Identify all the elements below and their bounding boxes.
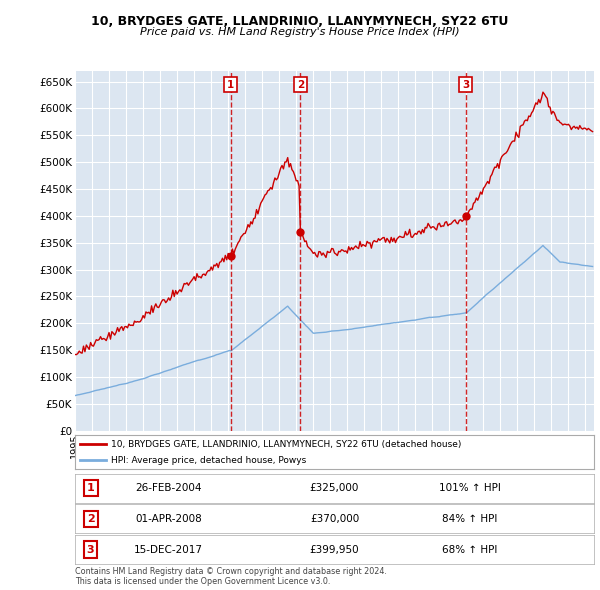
- Text: 10, BRYDGES GATE, LLANDRINIO, LLANYMYNECH, SY22 6TU: 10, BRYDGES GATE, LLANDRINIO, LLANYMYNEC…: [91, 15, 509, 28]
- Text: £325,000: £325,000: [310, 483, 359, 493]
- Text: 3: 3: [462, 80, 469, 90]
- Text: 1: 1: [227, 80, 235, 90]
- Text: HPI: Average price, detached house, Powys: HPI: Average price, detached house, Powy…: [112, 456, 307, 465]
- Text: 10, BRYDGES GATE, LLANDRINIO, LLANYMYNECH, SY22 6TU (detached house): 10, BRYDGES GATE, LLANDRINIO, LLANYMYNEC…: [112, 440, 462, 449]
- Text: 3: 3: [87, 545, 94, 555]
- Text: 84% ↑ HPI: 84% ↑ HPI: [442, 514, 497, 524]
- Text: 2: 2: [297, 80, 304, 90]
- Text: 26-FEB-2004: 26-FEB-2004: [135, 483, 202, 493]
- Text: £370,000: £370,000: [310, 514, 359, 524]
- Text: 15-DEC-2017: 15-DEC-2017: [134, 545, 203, 555]
- Text: Contains HM Land Registry data © Crown copyright and database right 2024.
This d: Contains HM Land Registry data © Crown c…: [75, 567, 387, 586]
- Text: £399,950: £399,950: [310, 545, 359, 555]
- Text: 1: 1: [86, 483, 94, 493]
- Text: 01-APR-2008: 01-APR-2008: [135, 514, 202, 524]
- Text: 2: 2: [86, 514, 94, 524]
- Text: 68% ↑ HPI: 68% ↑ HPI: [442, 545, 497, 555]
- Text: Price paid vs. HM Land Registry's House Price Index (HPI): Price paid vs. HM Land Registry's House …: [140, 27, 460, 37]
- Text: 101% ↑ HPI: 101% ↑ HPI: [439, 483, 500, 493]
